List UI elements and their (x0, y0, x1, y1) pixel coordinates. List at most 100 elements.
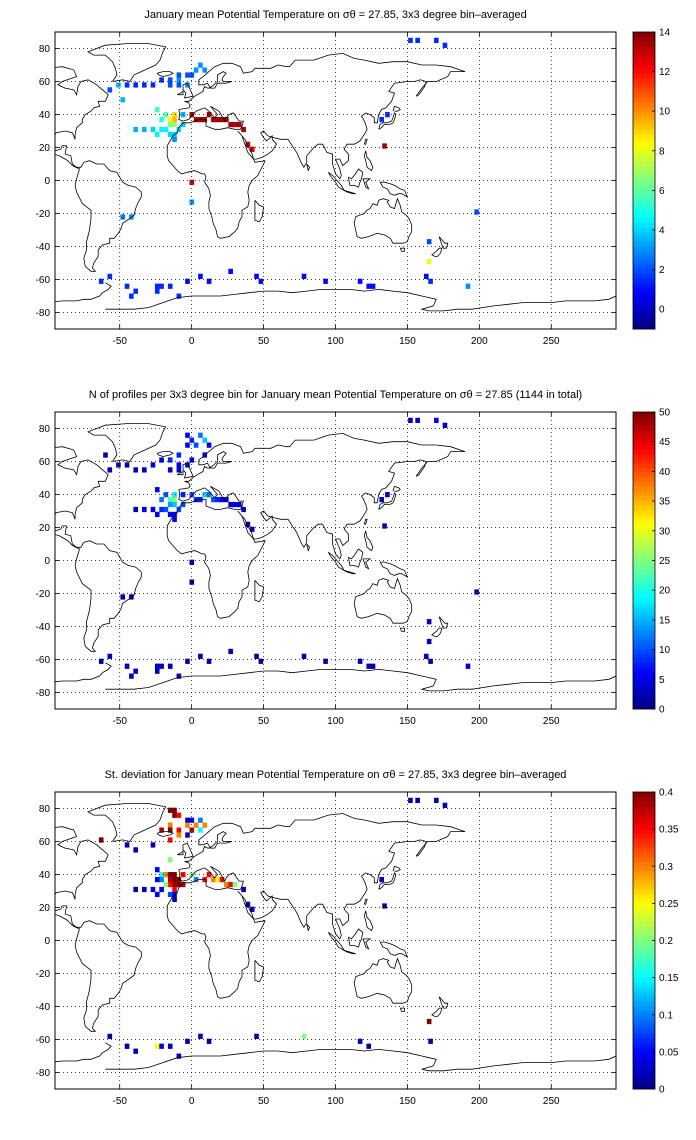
coastline (55, 446, 142, 652)
coastline (438, 236, 449, 249)
colorbar-swatch (633, 1075, 655, 1081)
colorbar-tick-label: 25 (659, 556, 671, 567)
data-cell (301, 653, 307, 659)
colorbar-swatch (633, 856, 655, 863)
coastline (105, 288, 616, 312)
coastline (379, 941, 409, 958)
colorbar-swatch (633, 699, 655, 705)
data-cell (232, 501, 238, 508)
coastline (392, 865, 401, 872)
data-cell (98, 658, 104, 664)
data-cell (142, 82, 147, 88)
data-cell (167, 496, 173, 503)
data-cell (167, 283, 173, 289)
colorbar-swatch (633, 41, 655, 47)
data-cell (176, 827, 182, 833)
coastline (55, 826, 142, 1032)
data-cell (241, 886, 246, 893)
data-cell (228, 501, 233, 508)
colorbar-tick-label: 0.35 (659, 825, 679, 836)
data-cell (366, 663, 372, 669)
data-cell (323, 658, 328, 664)
colorbar-tick-label: 2 (659, 265, 665, 276)
data-cell (198, 1033, 203, 1039)
colorbar-swatch (633, 504, 655, 510)
colorbar-swatch (633, 528, 655, 534)
coastline (379, 561, 409, 578)
data-cell (228, 648, 233, 655)
colorbar-swatch (633, 101, 655, 107)
colorbar-swatch (633, 537, 655, 543)
coastline (362, 178, 372, 190)
data-cell (163, 872, 169, 878)
coastline (343, 950, 356, 955)
data-cell (172, 812, 177, 818)
data-cell (176, 293, 182, 299)
colorbar: 0 5 10 15 20 25 30 35 40 45 50 (632, 408, 671, 716)
data-cell (224, 496, 229, 503)
colorbar-swatch (633, 45, 655, 51)
coastline (55, 66, 142, 272)
data-cell (176, 673, 182, 679)
colorbar-swatch (633, 495, 655, 501)
data-cell (379, 876, 384, 883)
data-cell (176, 462, 182, 468)
colorbar-tick-label: 0 (659, 705, 665, 716)
data-cell (206, 278, 212, 284)
coastline (379, 181, 409, 198)
colorbar-tick-label: 15 (659, 615, 671, 626)
data-cell (415, 37, 420, 44)
data-cell (382, 143, 387, 149)
data-cell (426, 619, 432, 625)
data-cell (185, 1038, 190, 1044)
data-cell (142, 467, 147, 473)
y-tick-label: 60 (39, 77, 51, 88)
colorbar-swatch (633, 449, 655, 455)
data-cell (202, 67, 208, 73)
data-cell (159, 872, 164, 878)
y-tick-label: 0 (44, 556, 50, 567)
colorbar-tick-label: 0.2 (659, 936, 673, 947)
data-cell (129, 673, 134, 679)
colorbar-swatch (633, 481, 655, 487)
colorbar-swatch (633, 416, 655, 422)
data-cell (301, 1033, 307, 1039)
data-cell (167, 77, 173, 83)
colorbar-swatch (633, 134, 655, 140)
data-cell (154, 487, 160, 493)
colorbar-swatch (633, 439, 655, 445)
colorbar-swatch (633, 926, 655, 932)
colorbar-swatch (633, 425, 655, 431)
data-cell (180, 881, 186, 888)
data-cell (254, 653, 259, 659)
colorbar-tick-label: 40 (659, 467, 671, 478)
coastline (363, 518, 368, 525)
data-cell (124, 283, 130, 289)
data-cell (167, 891, 173, 898)
data-cell (154, 668, 160, 674)
data-cell (120, 97, 126, 103)
colorbar-swatch (633, 1028, 655, 1034)
coastline (177, 470, 184, 476)
colorbar-swatch (633, 704, 655, 710)
data-cell (150, 886, 156, 893)
colorbar-swatch (633, 829, 655, 835)
coastline (343, 570, 356, 575)
data-cell (258, 658, 264, 664)
data-cell (357, 1038, 363, 1044)
colorbar-swatch (633, 203, 655, 209)
data-cell (236, 501, 242, 508)
data-cell (159, 283, 164, 289)
colorbar-swatch (633, 254, 655, 260)
panel-1: -50 0 50 100 150 200 250806040200-20-40-60-80J… (36, 9, 671, 347)
data-cell (258, 278, 264, 284)
colorbar-swatch (633, 838, 655, 844)
data-cell (357, 658, 363, 664)
y-tick-label: 40 (39, 490, 51, 501)
colorbar-swatch (633, 949, 655, 955)
colorbar-swatch (633, 968, 655, 974)
coastline (55, 1042, 112, 1063)
data-cell (202, 437, 208, 443)
data-cell (426, 258, 432, 265)
colorbar-swatch (633, 78, 655, 84)
